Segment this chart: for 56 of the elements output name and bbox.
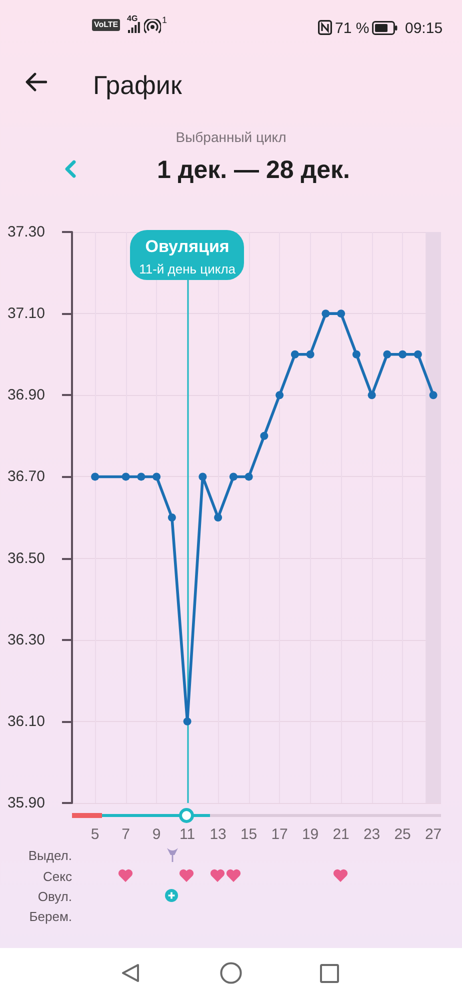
x-tick-label: 13 [210, 826, 226, 843]
y-tick-label: 37.10 [7, 305, 45, 322]
point [276, 391, 284, 400]
y-tick-label: 36.70 [7, 468, 45, 486]
point [352, 350, 360, 358]
point [322, 310, 330, 318]
point [414, 350, 422, 358]
x-tick-label: 25 [394, 826, 411, 843]
y-tick-label: 36.10 [7, 712, 45, 730]
point [244, 472, 253, 481]
x-tick-label: 17 [271, 826, 288, 843]
chart-subtitle: Выбранный цикл [174, 129, 288, 146]
point [337, 310, 346, 318]
text: 09:15 [405, 20, 443, 37]
y-tick-label: 36.90 [7, 386, 45, 404]
point [383, 350, 392, 358]
chart-title: График [93, 70, 182, 100]
point [368, 391, 376, 400]
y-tick-label: 35.90 [7, 794, 45, 812]
x-tick-label: 5 [90, 826, 100, 843]
text: 1 [162, 15, 168, 25]
point [306, 350, 314, 358]
y-tick-label: 36.30 [7, 631, 45, 648]
text: Выдел. [28, 848, 72, 863]
text: VoLTE [92, 19, 120, 31]
point [183, 717, 192, 726]
point [260, 432, 268, 440]
text: 71 % [335, 20, 370, 37]
x-tick-label: 21 [332, 826, 350, 843]
x-tick-label: 23 [363, 826, 380, 843]
point [137, 472, 146, 481]
point [122, 472, 130, 481]
text: 1 дек. — 28 дек. [157, 155, 350, 185]
x-tick-label: 27 [424, 826, 442, 843]
x-tick-label: 9 [152, 826, 161, 843]
text: Овул. [38, 889, 72, 904]
point [398, 350, 407, 358]
text: Секс [43, 869, 72, 884]
x-tick-label: 7 [122, 826, 130, 843]
x-tick-label: 19 [302, 826, 319, 843]
annotation: 11-й день цикла [139, 261, 236, 276]
x-tick-label: 15 [240, 826, 258, 843]
point [198, 472, 207, 481]
y-tick-label: 37.30 [7, 224, 45, 240]
point [168, 514, 176, 522]
point [429, 391, 438, 400]
point [214, 514, 222, 522]
point [229, 472, 238, 481]
x-tick-label: 11 [180, 826, 196, 843]
y-tick-label: 36.50 [7, 550, 45, 567]
text: 4G [127, 14, 138, 23]
ref-line-label: Овуляция [145, 237, 230, 257]
point [152, 472, 161, 481]
point [91, 472, 100, 481]
point [290, 350, 299, 358]
text: Берем. [29, 909, 72, 924]
